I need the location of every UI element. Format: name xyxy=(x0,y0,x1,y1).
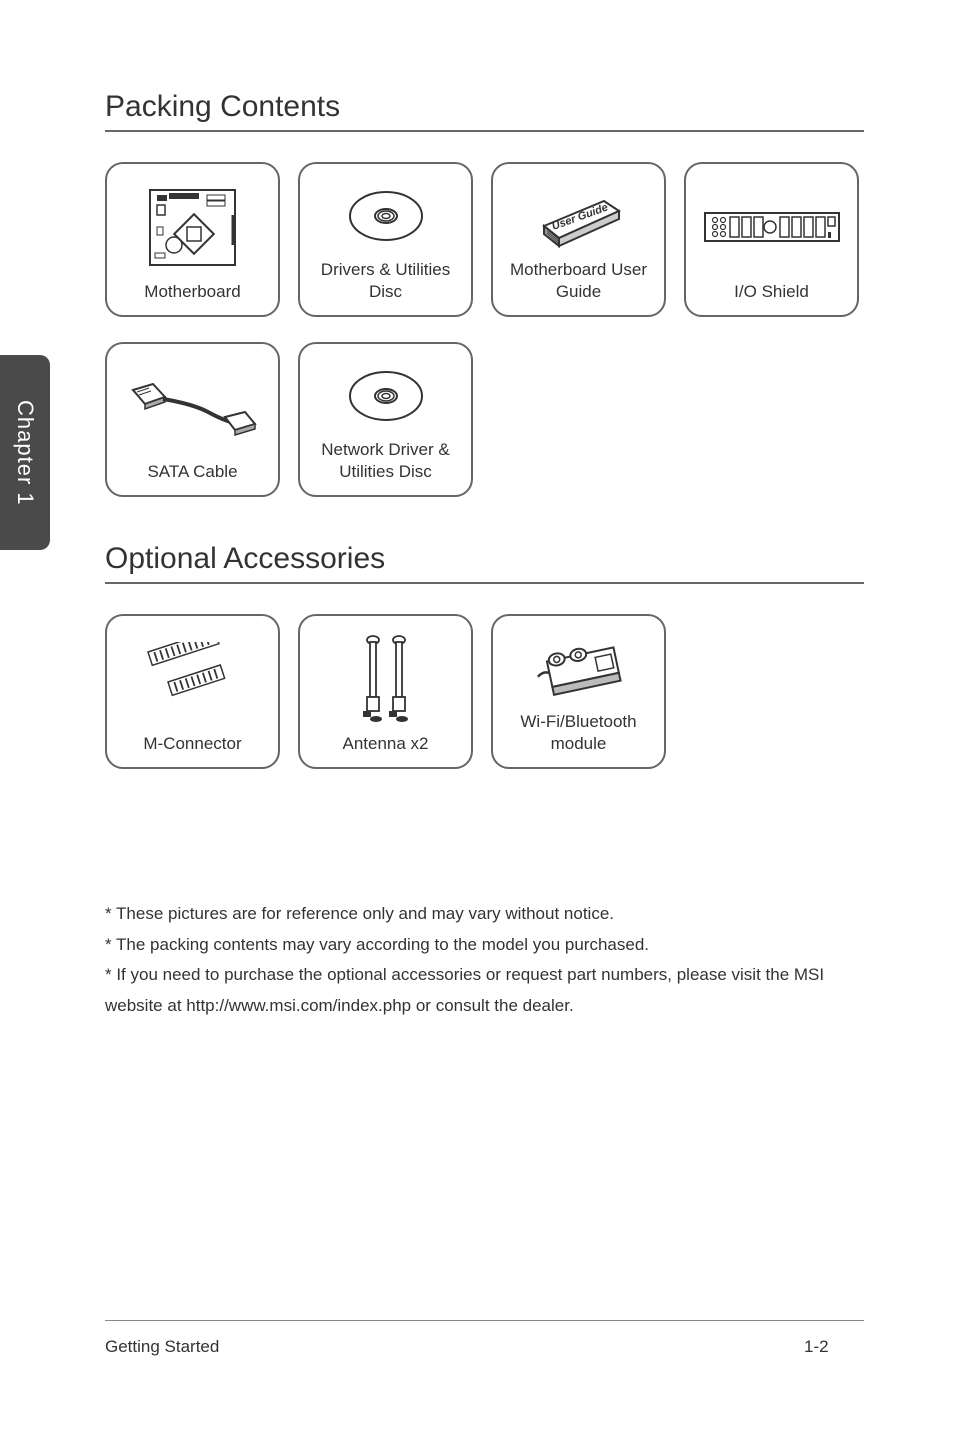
sata-icon xyxy=(115,354,270,461)
card-label: Network Driver & Utilities Disc xyxy=(308,439,463,483)
mconnector-icon xyxy=(115,626,270,733)
optional-row: M-Connector xyxy=(105,614,864,769)
disc-icon xyxy=(308,354,463,439)
packing-row-2: SATA Cable Network Driver & Utilities Di… xyxy=(105,342,864,497)
chapter-tab: Chapter 1 xyxy=(0,355,50,550)
motherboard-icon xyxy=(115,174,270,281)
card-m-connector: M-Connector xyxy=(105,614,280,769)
note-line: * If you need to purchase the optional a… xyxy=(105,960,864,1021)
footer-section: Getting Started xyxy=(105,1337,624,1357)
page-footer: Getting Started 1-2 xyxy=(105,1320,864,1357)
chapter-tab-label: Chapter 1 xyxy=(12,400,38,506)
antenna-icon xyxy=(308,626,463,733)
card-label: Motherboard User Guide xyxy=(501,259,656,303)
card-label: Motherboard xyxy=(144,281,240,303)
disc-icon xyxy=(308,174,463,259)
footer-page: 1-2 xyxy=(804,1337,864,1357)
page-content: Packing Contents Moth xyxy=(0,0,954,1021)
card-motherboard: Motherboard xyxy=(105,162,280,317)
card-label: SATA Cable xyxy=(147,461,237,483)
ioshield-icon xyxy=(694,174,849,281)
card-label: M-Connector xyxy=(143,733,241,755)
card-user-guide: User Guide Motherboard User Guide xyxy=(491,162,666,317)
book-icon: User Guide xyxy=(501,174,656,259)
card-antenna: Antenna x2 xyxy=(298,614,473,769)
card-drivers-disc: Drivers & Utilities Disc xyxy=(298,162,473,317)
wifimodule-icon xyxy=(501,626,656,711)
card-io-shield: I/O Shield xyxy=(684,162,859,317)
note-line: * These pictures are for reference only … xyxy=(105,899,864,930)
card-sata-cable: SATA Cable xyxy=(105,342,280,497)
card-label: Antenna x2 xyxy=(342,733,428,755)
optional-title: Optional Accessories xyxy=(105,542,864,584)
card-wifi-module: Wi-Fi/Bluetooth module xyxy=(491,614,666,769)
card-network-disc: Network Driver & Utilities Disc xyxy=(298,342,473,497)
packing-row-1: Motherboard Drivers & Utilities Disc xyxy=(105,162,864,317)
note-line: * The packing contents may vary accordin… xyxy=(105,930,864,961)
card-label: Wi-Fi/Bluetooth module xyxy=(501,711,656,755)
notes-block: * These pictures are for reference only … xyxy=(105,899,864,1021)
packing-title: Packing Contents xyxy=(105,90,864,132)
card-label: I/O Shield xyxy=(734,281,809,303)
optional-section: Optional Accessories xyxy=(105,542,864,769)
card-label: Drivers & Utilities Disc xyxy=(308,259,463,303)
